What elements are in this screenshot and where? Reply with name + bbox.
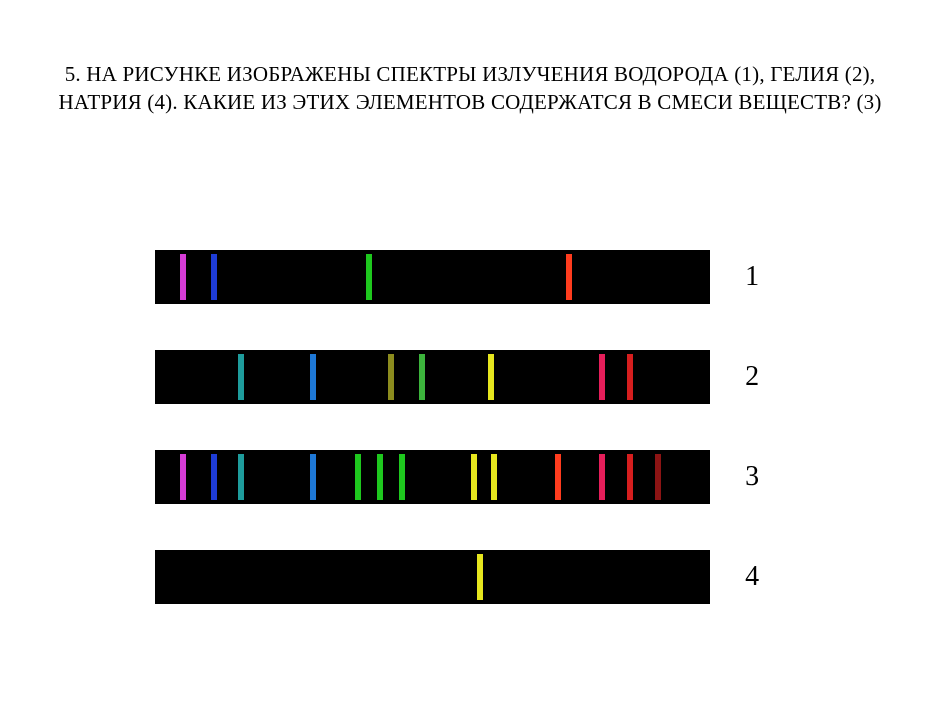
spectral-line <box>180 454 186 500</box>
spectral-line <box>555 454 561 500</box>
spectra-figure: 1 2 3 4 <box>155 250 765 604</box>
spectral-line <box>655 454 661 500</box>
spectrum-bar <box>155 450 710 504</box>
spectral-line <box>488 354 494 400</box>
spectrum-row: 2 <box>155 350 765 404</box>
question-title: 5. НА РИСУНКЕ ИЗОБРАЖЕНЫ СПЕКТРЫ ИЗЛУЧЕН… <box>0 0 940 117</box>
spectrum-row: 3 <box>155 450 765 504</box>
spectrum-bar <box>155 350 710 404</box>
spectral-line <box>419 354 425 400</box>
spectrum-row-label: 1 <box>745 261 765 293</box>
spectral-line <box>310 354 316 400</box>
spectrum-row-label: 3 <box>745 461 765 493</box>
spectral-line <box>388 354 394 400</box>
spectrum-row-label: 2 <box>745 361 765 393</box>
spectral-line <box>180 254 186 300</box>
spectral-line <box>627 354 633 400</box>
spectral-line <box>211 254 217 300</box>
spectrum-row: 4 <box>155 550 765 604</box>
spectral-line <box>310 454 316 500</box>
spectral-line <box>599 354 605 400</box>
spectral-line <box>377 454 383 500</box>
spectral-line <box>355 454 361 500</box>
spectral-line <box>627 454 633 500</box>
spectrum-row-label: 4 <box>745 561 765 593</box>
spectral-line <box>491 454 497 500</box>
spectral-line <box>238 454 244 500</box>
spectral-line <box>599 454 605 500</box>
spectral-line <box>211 454 217 500</box>
spectral-line <box>238 354 244 400</box>
spectrum-bar <box>155 250 710 304</box>
spectral-line <box>399 454 405 500</box>
spectral-line <box>566 254 572 300</box>
spectrum-row: 1 <box>155 250 765 304</box>
spectral-line <box>471 454 477 500</box>
spectral-line <box>366 254 372 300</box>
spectral-line <box>477 554 483 600</box>
spectrum-bar <box>155 550 710 604</box>
